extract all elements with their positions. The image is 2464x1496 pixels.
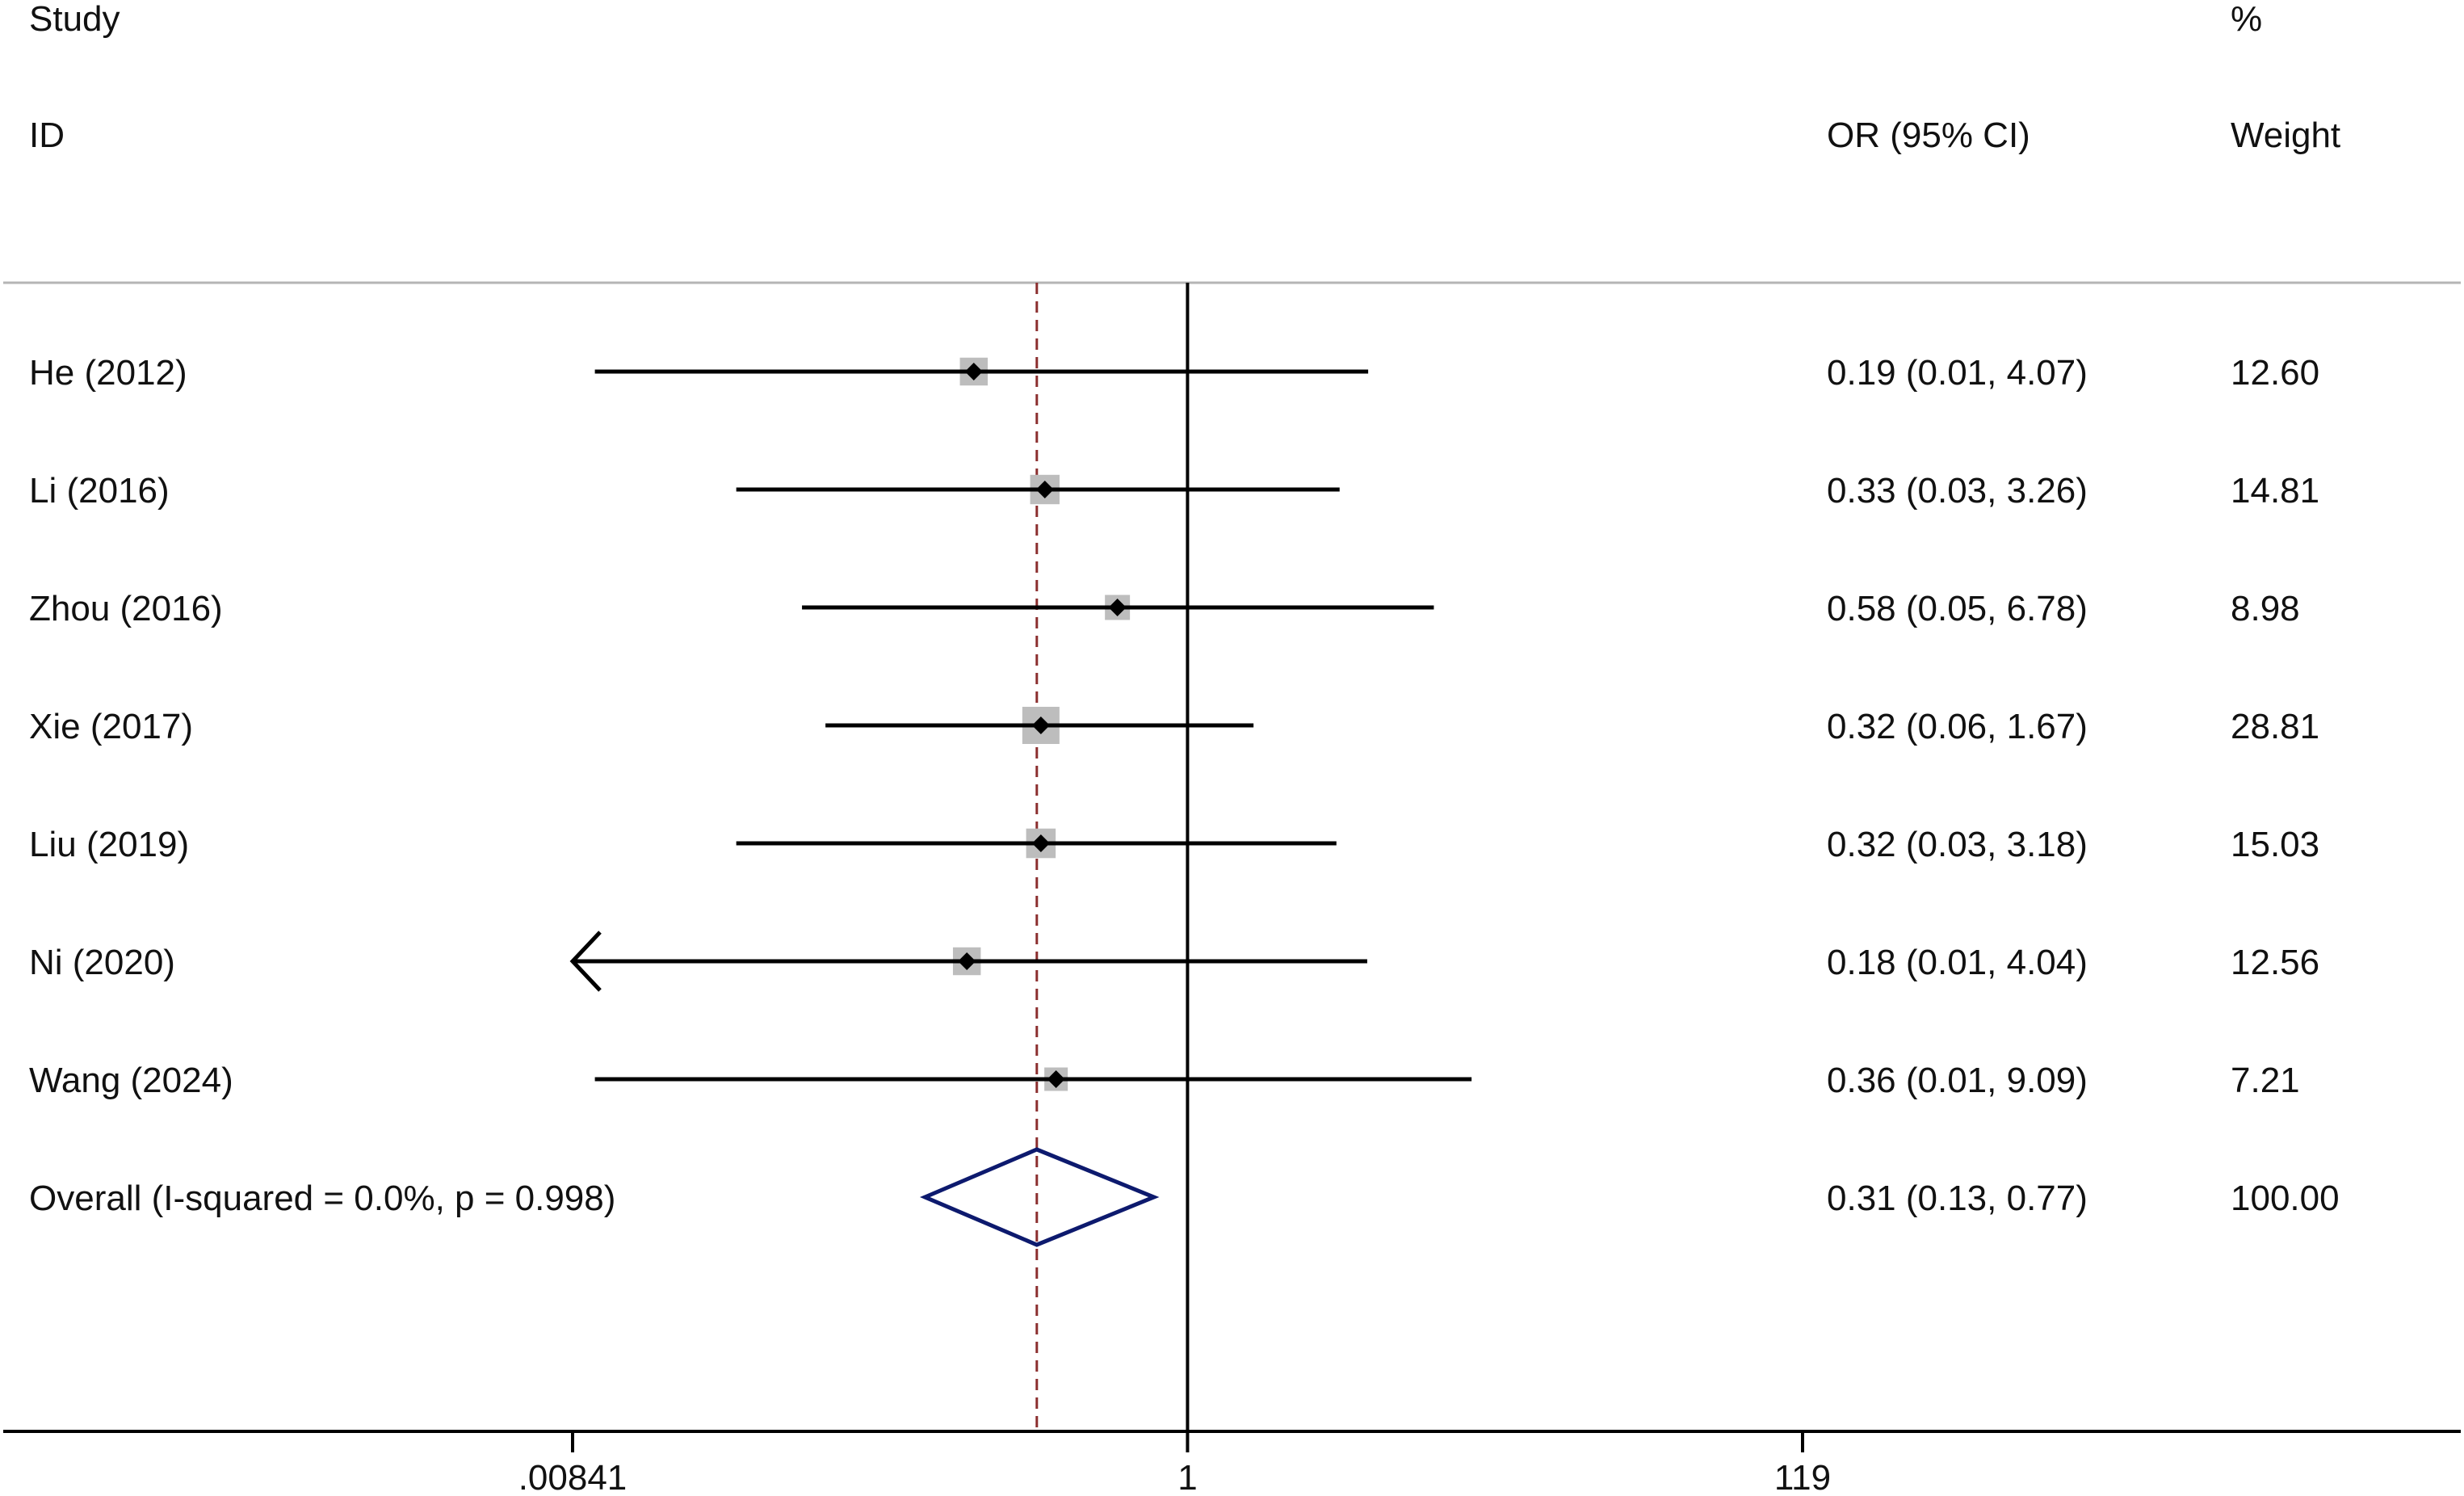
point-estimate	[964, 363, 983, 380]
header-study: Study	[29, 0, 120, 39]
study-weight: 8.98	[2231, 589, 2300, 628]
x-axis: .00841 1 119	[3, 1430, 2461, 1496]
study-row: Li (2016) 0.33 (0.03, 3.26) 14.81	[29, 471, 2319, 511]
x-tick-label: 119	[1774, 1458, 1831, 1496]
overall-or-ci: 0.31 (0.13, 0.77)	[1827, 1179, 2088, 1218]
study-or-ci: 0.19 (0.01, 4.07)	[1827, 353, 2088, 393]
x-tick-label: .00841	[518, 1458, 628, 1496]
study-weight: 12.56	[2231, 943, 2319, 982]
study-row: Xie (2017) 0.32 (0.06, 1.67) 28.81	[29, 707, 2319, 746]
point-estimate	[1047, 1070, 1065, 1088]
overall-weight: 100.00	[2231, 1179, 2340, 1218]
study-weight: 7.21	[2231, 1061, 2300, 1100]
header-id: ID	[29, 116, 65, 155]
reference-lines	[1035, 283, 1190, 1431]
study-row: Wang (2024) 0.36 (0.01, 9.09) 7.21	[29, 1061, 2300, 1100]
point-estimate	[958, 952, 976, 970]
study-or-ci: 0.58 (0.05, 6.78)	[1827, 589, 2088, 628]
study-label: Li (2016)	[29, 471, 170, 511]
header-or-ci: OR (95% CI)	[1827, 116, 2030, 155]
study-weight: 15.03	[2231, 825, 2319, 864]
study-row: Zhou (2016) 0.58 (0.05, 6.78) 8.98	[29, 589, 2300, 628]
study-or-ci: 0.36 (0.01, 9.09)	[1827, 1061, 2088, 1100]
header-weight: Weight	[2231, 116, 2340, 155]
point-estimate	[1031, 834, 1050, 852]
overall-diamond	[919, 1147, 1160, 1247]
study-row: Liu (2019) 0.32 (0.03, 3.18) 15.03	[29, 825, 2319, 864]
study-weight: 12.60	[2231, 353, 2319, 393]
study-label: Liu (2019)	[29, 825, 189, 864]
overall-label: Overall (I-squared = 0.0%, p = 0.998)	[29, 1179, 615, 1218]
study-label: Ni (2020)	[29, 943, 175, 982]
study-weight: 28.81	[2231, 707, 2319, 746]
study-row: Ni (2020) 0.18 (0.01, 4.04) 12.56	[29, 931, 2319, 992]
header-percent: %	[2231, 0, 2262, 39]
study-label: He (2012)	[29, 353, 187, 393]
study-or-ci: 0.32 (0.06, 1.67)	[1827, 707, 2088, 746]
overall-row: Overall (I-squared = 0.0%, p = 0.998) 0.3…	[29, 1147, 2340, 1247]
point-estimate	[1108, 599, 1127, 616]
study-or-ci: 0.32 (0.03, 3.18)	[1827, 825, 2088, 864]
study-label: Wang (2024)	[29, 1061, 233, 1100]
study-weight: 14.81	[2231, 471, 2319, 511]
study-row: He (2012) 0.19 (0.01, 4.07) 12.60	[29, 353, 2319, 393]
study-label: Xie (2017)	[29, 707, 193, 746]
study-rows: He (2012) 0.19 (0.01, 4.07) 12.60 Li (2016)…	[29, 353, 2319, 1100]
point-estimate	[1035, 481, 1054, 498]
study-label: Zhou (2016)	[29, 589, 223, 628]
study-or-ci: 0.18 (0.01, 4.04)	[1827, 943, 2088, 982]
x-tick-label: 1	[1177, 1458, 1197, 1496]
ci-arrow-left	[569, 931, 602, 992]
study-or-ci: 0.33 (0.03, 3.26)	[1827, 471, 2088, 511]
point-estimate	[1031, 716, 1050, 734]
